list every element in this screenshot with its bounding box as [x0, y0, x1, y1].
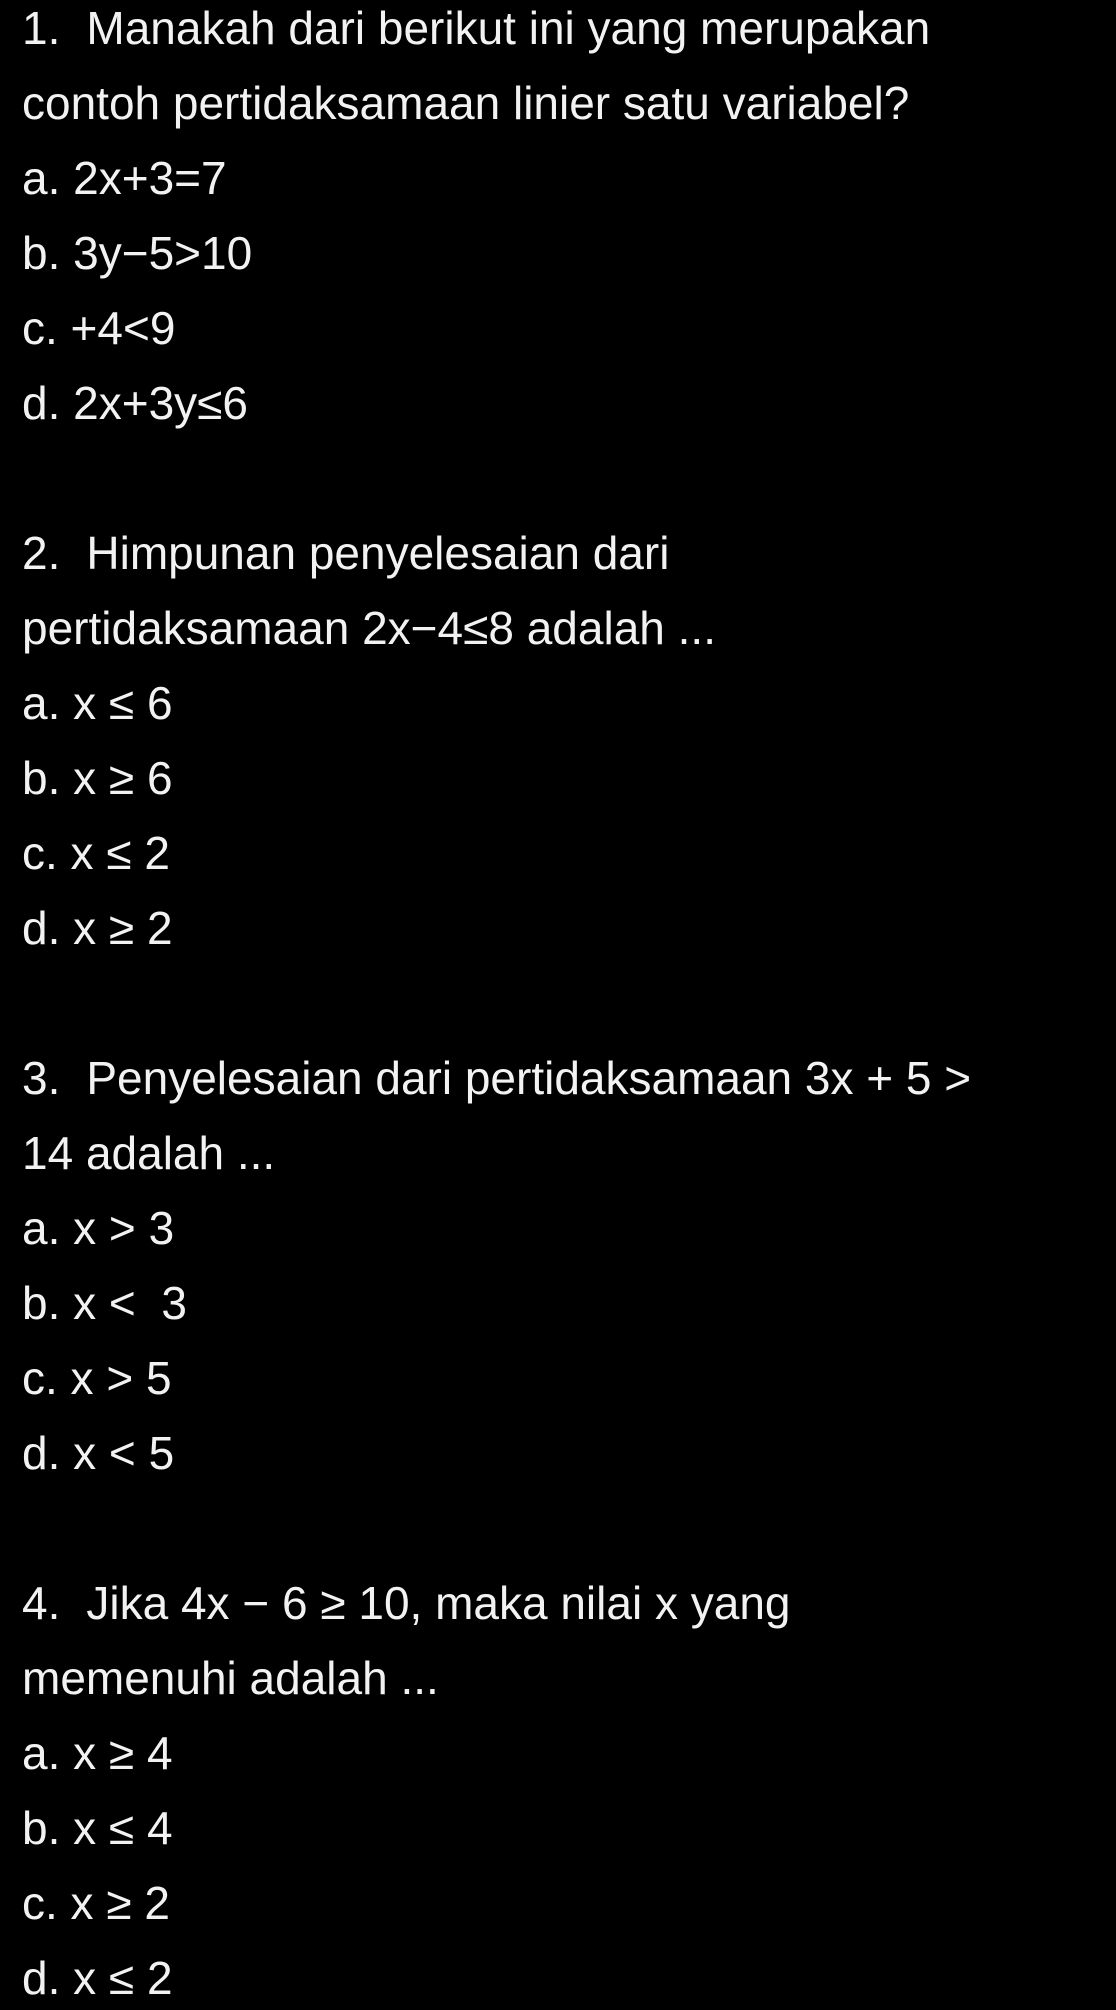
question-text: 14 adalah ... — [22, 1127, 276, 1179]
option-line: b. x ≥ 6 — [22, 741, 173, 816]
option-line: c. +4<9 — [22, 291, 175, 366]
option: d. x < 5 — [22, 1427, 175, 1479]
option-line: b. x ≤ 4 — [22, 1791, 173, 1866]
option-line: c. x ≤ 2 — [22, 816, 170, 891]
option: d. 2x+3y≤6 — [22, 377, 249, 429]
question-text: memenuhi adalah ... — [22, 1652, 439, 1704]
option-line: b. 3y−5>10 — [22, 216, 252, 291]
option: b. x < 3 — [22, 1277, 187, 1329]
option: c. x > 5 — [22, 1352, 172, 1404]
question-text: pertidaksamaan 2x−4≤8 adalah ... — [22, 602, 716, 654]
question-line: 2. Himpunan penyelesaian dari — [22, 516, 669, 591]
question-number: 4. — [22, 1577, 61, 1629]
question-line: 4. Jika 4x − 6 ≥ 10, maka nilai x yang — [22, 1566, 790, 1641]
option-line: a. 2x+3=7 — [22, 141, 227, 216]
question-line: memenuhi adalah ... — [22, 1641, 439, 1716]
question-number: 1. — [22, 2, 61, 54]
option-line: a. x ≥ 4 — [22, 1716, 173, 1791]
question-text: contoh pertidaksamaan linier satu variab… — [22, 77, 910, 129]
option-line: c. x ≥ 2 — [22, 1866, 170, 1941]
option: c. x ≥ 2 — [22, 1877, 170, 1929]
question-number: 3. — [22, 1052, 61, 1104]
question-text: Himpunan penyelesaian dari — [86, 527, 670, 579]
option: b. x ≤ 4 — [22, 1802, 173, 1854]
question-line: contoh pertidaksamaan linier satu variab… — [22, 66, 909, 141]
option: a. x ≥ 4 — [22, 1727, 173, 1779]
option: c. x ≤ 2 — [22, 827, 170, 879]
option: d. x ≤ 2 — [22, 1952, 173, 2004]
question-line: pertidaksamaan 2x−4≤8 adalah ... — [22, 591, 716, 666]
question-number: 2. — [22, 527, 61, 579]
option: c. +4<9 — [22, 302, 176, 354]
option-line: d. x ≥ 2 — [22, 891, 173, 966]
option-line: b. x < 3 — [22, 1266, 187, 1341]
question-text: Jika 4x − 6 ≥ 10, maka nilai x yang — [86, 1577, 791, 1629]
option: a. x ≤ 6 — [22, 677, 173, 729]
option: a. 2x+3=7 — [22, 152, 227, 204]
question-line: 1. Manakah dari berikut ini yang merupaka… — [22, 0, 930, 66]
option-line: a. x ≤ 6 — [22, 666, 173, 741]
question-line: 3. Penyelesaian dari pertidaksamaan 3x + … — [22, 1041, 971, 1116]
option-line: d. x < 5 — [22, 1416, 174, 1491]
option: b. x ≥ 6 — [22, 752, 173, 804]
option: b. 3y−5>10 — [22, 227, 253, 279]
option-line: a. x > 3 — [22, 1191, 174, 1266]
option-line: c. x > 5 — [22, 1341, 172, 1416]
option-line: d. 2x+3y≤6 — [22, 366, 248, 441]
question-text: Manakah dari berikut ini yang merupakan — [86, 2, 931, 54]
option: a. x > 3 — [22, 1202, 175, 1254]
option-line: d. x ≤ 2 — [22, 1941, 173, 2010]
option: d. x ≥ 2 — [22, 902, 173, 954]
question-line: 14 adalah ... — [22, 1116, 275, 1191]
question-text: Penyelesaian dari pertidaksamaan 3x + 5 … — [86, 1052, 972, 1104]
